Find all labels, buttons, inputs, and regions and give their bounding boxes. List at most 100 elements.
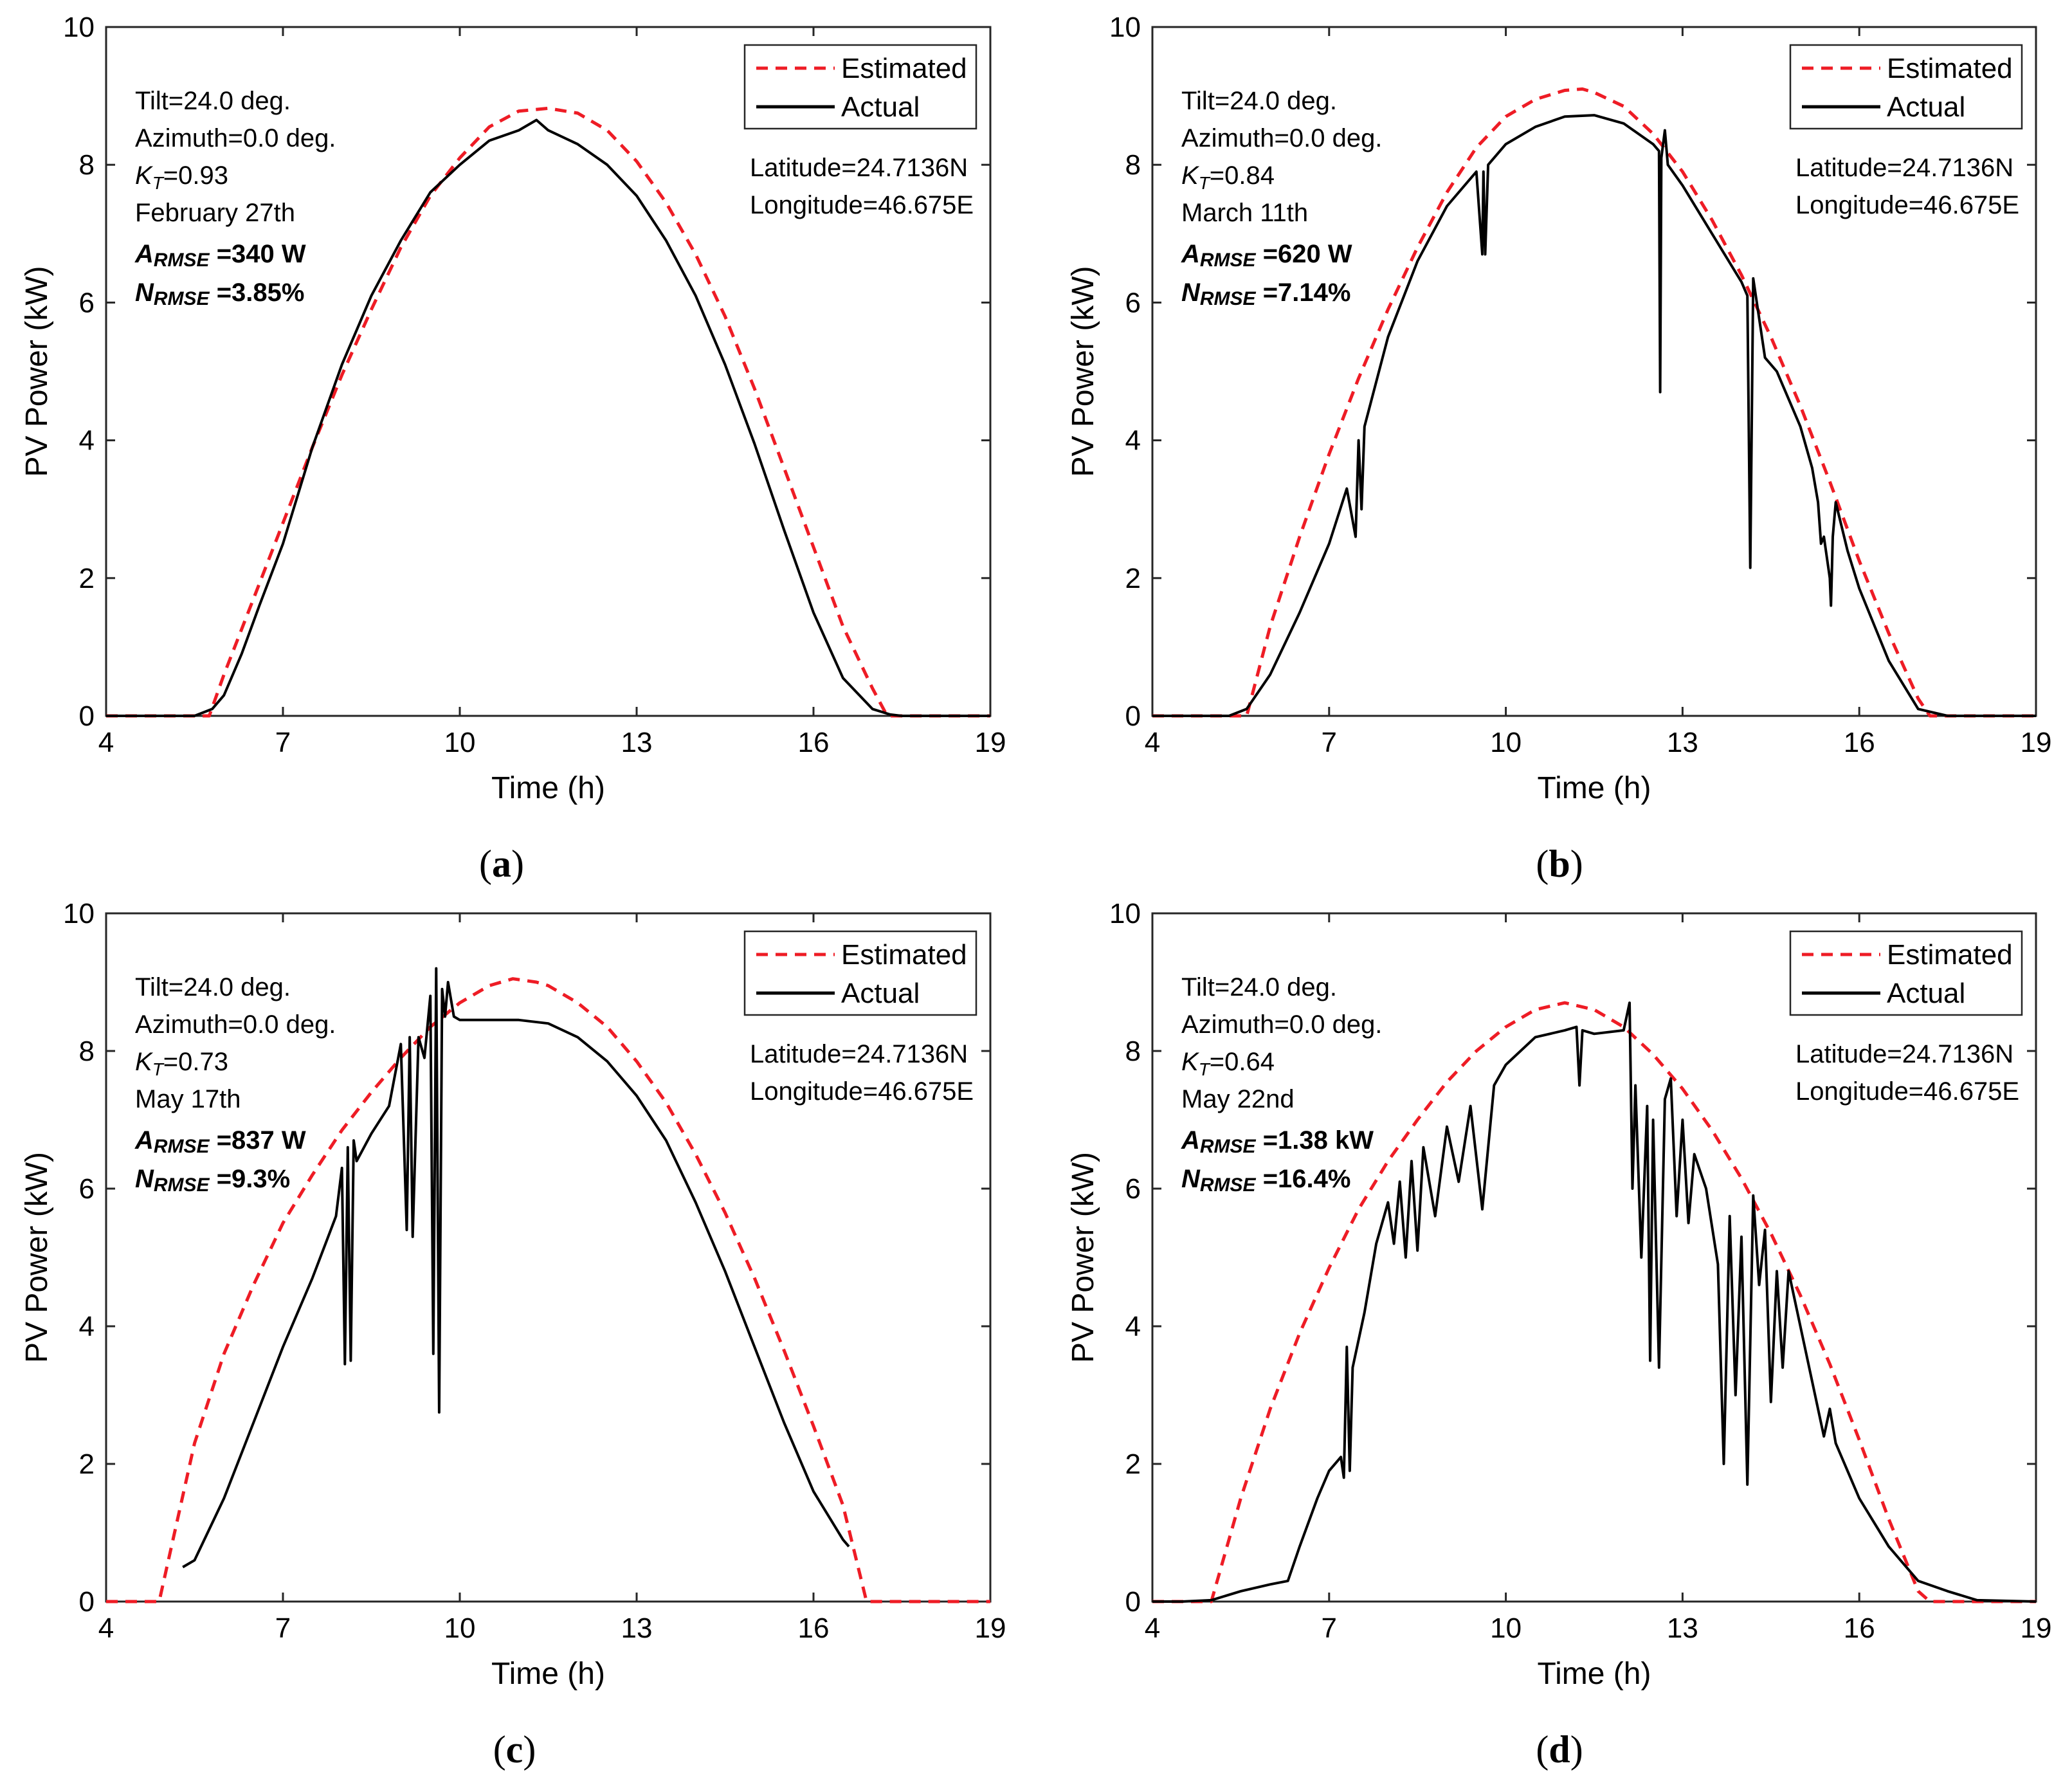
x-tick-label: 7: [275, 727, 291, 758]
legend: Estimated Actual: [1789, 44, 2023, 130]
y-tick-label: 0: [79, 1586, 95, 1618]
x-tick-label: 4: [1145, 727, 1160, 758]
x-tick-label: 16: [798, 727, 830, 758]
series-line-actual: [106, 118, 990, 717]
kt-text: KT=0.64: [1181, 1048, 1275, 1079]
y-tick-label: 10: [1109, 898, 1141, 929]
chart-panel-b: 4 7 10 13 16 19 0 2 4 6 8 10 Time (h) PV Power (kW) Es…: [1066, 12, 2051, 885]
x-tick-label: 10: [444, 1612, 476, 1644]
y-tick-label: 4: [79, 1311, 95, 1342]
tilt-text: Tilt=24.0 deg.: [1181, 973, 1337, 1001]
nrmse-text: NRMSE =7.14%: [1181, 279, 1350, 309]
x-tick-label: 10: [1490, 1612, 1522, 1644]
panel-caption: (b): [1536, 843, 1583, 885]
y-tick-label: 2: [1125, 563, 1141, 594]
armse-text: ARMSE =837 W: [134, 1126, 306, 1157]
x-tick-label: 19: [2021, 727, 2052, 758]
y-tick-label: 0: [79, 700, 95, 732]
x-tick-label: 7: [1322, 727, 1337, 758]
x-tick-label: 16: [1844, 727, 1875, 758]
latitude-text: Latitude=24.7136N: [750, 154, 968, 182]
legend-label-actual: Actual: [841, 91, 920, 123]
y-tick-label: 6: [1125, 287, 1141, 318]
series-line-actual: [1152, 114, 2036, 717]
plot-frame: [1151, 26, 2037, 717]
legend-label-estimated: Estimated: [1887, 53, 2013, 84]
chart-panel-c: 4 7 10 13 16 19 0 2 4 6 8 10 Time (h) PV Power (kW) Es…: [20, 898, 1006, 1771]
x-axis-label: Time (h): [1538, 1657, 1651, 1691]
y-tick-label: 6: [1125, 1173, 1141, 1205]
nrmse-text: NRMSE =16.4%: [1181, 1165, 1350, 1196]
legend-label-estimated: Estimated: [841, 53, 967, 84]
plot-frame: [1151, 912, 2037, 1603]
x-tick-label: 13: [1667, 727, 1698, 758]
tilt-text: Tilt=24.0 deg.: [135, 87, 291, 115]
longitude-text: Longitude=46.675E: [750, 191, 974, 219]
kt-text: KT=0.93: [135, 161, 228, 193]
plot-frame: [105, 26, 992, 717]
annotation-block: Tilt=24.0 deg. Azimuth=0.0 deg. KT=0.93 Feb…: [134, 87, 336, 309]
legend-label-actual: Actual: [841, 978, 920, 1009]
series-line-estimated: [1152, 87, 2036, 718]
y-tick-label: 0: [1125, 700, 1141, 732]
legend: Estimated Actual: [743, 930, 977, 1016]
x-tick-label: 13: [1667, 1612, 1698, 1644]
y-tick-label: 8: [79, 1036, 95, 1067]
chart-panel-d: 4 7 10 13 16 19 0 2 4 6 8 10 Time (h) PV Power (kW) Es…: [1066, 898, 2051, 1771]
y-axis-label: PV Power (kW): [20, 266, 54, 477]
tilt-text: Tilt=24.0 deg.: [135, 973, 291, 1001]
y-tick-label: 0: [1125, 1586, 1141, 1618]
y-axis-label: PV Power (kW): [1066, 266, 1100, 477]
y-axis-label: PV Power (kW): [20, 1152, 54, 1363]
legend-box: [1789, 930, 2023, 1016]
panel-caption: (a): [479, 843, 524, 885]
legend-label-actual: Actual: [1887, 91, 1965, 123]
date-text: February 27th: [135, 199, 295, 227]
y-tick-label: 4: [1125, 1311, 1141, 1342]
x-axis-label: Time (h): [491, 771, 605, 805]
x-tick-label: 13: [621, 1612, 653, 1644]
y-tick-label: 2: [79, 563, 95, 594]
x-tick-label: 7: [275, 1612, 291, 1644]
y-axis-label: PV Power (kW): [1066, 1152, 1100, 1363]
panel-caption: (c): [493, 1728, 536, 1771]
y-tick-label: 10: [63, 12, 95, 43]
x-tick-label: 16: [1844, 1612, 1875, 1644]
legend-box: [743, 930, 977, 1016]
y-tick-label: 8: [1125, 1036, 1141, 1067]
x-tick-label: 16: [798, 1612, 830, 1644]
legend-box: [743, 44, 977, 130]
x-tick-label: 19: [2021, 1612, 2052, 1644]
longitude-text: Longitude=46.675E: [1795, 191, 2019, 219]
legend: Estimated Actual: [1789, 930, 2023, 1016]
y-tick-label: 10: [1109, 12, 1141, 43]
series-line-estimated: [106, 106, 990, 718]
date-text: March 11th: [1181, 199, 1308, 227]
x-tick-label: 4: [1145, 1612, 1160, 1644]
legend-box: [1789, 44, 2023, 130]
x-tick-label: 10: [1490, 727, 1522, 758]
latitude-text: Latitude=24.7136N: [1795, 1040, 2013, 1068]
kt-text: KT=0.73: [135, 1048, 228, 1079]
x-tick-label: 7: [1322, 1612, 1337, 1644]
longitude-text: Longitude=46.675E: [750, 1077, 974, 1106]
azimuth-text: Azimuth=0.0 deg.: [1181, 1010, 1382, 1039]
date-text: May 17th: [135, 1085, 241, 1113]
legend: Estimated Actual: [743, 44, 977, 130]
armse-text: ARMSE =340 W: [134, 240, 306, 271]
series-line-estimated: [1152, 1001, 2036, 1603]
series-line-actual: [1152, 1001, 2037, 1603]
tilt-text: Tilt=24.0 deg.: [1181, 87, 1337, 115]
series-line-estimated: [106, 977, 990, 1603]
y-tick-label: 4: [1125, 425, 1141, 457]
latitude-text: Latitude=24.7136N: [1795, 154, 2013, 182]
x-tick-label: 4: [98, 1612, 114, 1644]
armse-text: ARMSE =1.38 kW: [1181, 1126, 1374, 1157]
y-tick-label: 2: [1125, 1448, 1141, 1480]
nrmse-text: NRMSE =3.85%: [135, 279, 304, 309]
x-tick-label: 19: [975, 727, 1006, 758]
nrmse-text: NRMSE =9.3%: [135, 1165, 290, 1196]
armse-text: ARMSE =620 W: [1181, 240, 1352, 271]
azimuth-text: Azimuth=0.0 deg.: [1181, 124, 1382, 152]
y-tick-label: 4: [79, 425, 95, 457]
